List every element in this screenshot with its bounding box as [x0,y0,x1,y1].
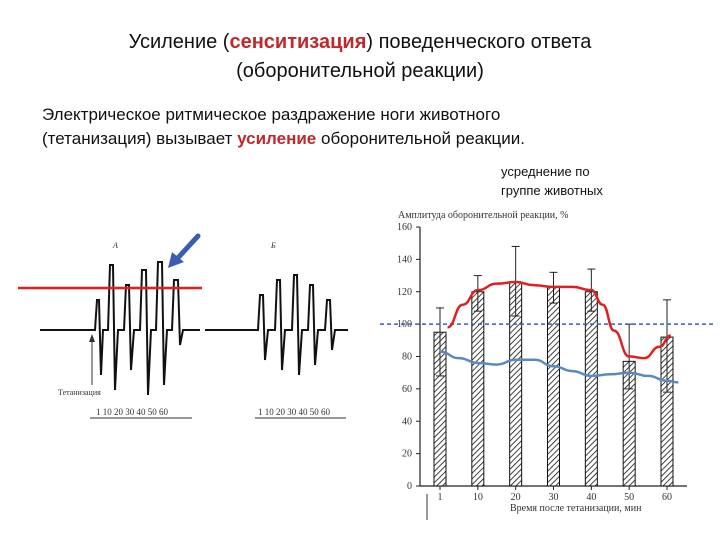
averaging-note: усреднение по группе животных [501,162,603,200]
x-tick-label: 10 [473,492,483,503]
y-tick-label: 80 [402,352,412,363]
stimulus-label: Тетанизация [58,388,101,397]
body-line1: Электрическое ритмическое раздражение но… [42,105,501,124]
trace-b [205,274,348,376]
y-tick-label: 60 [402,384,412,395]
stimulus-marker-head [89,334,95,342]
y-tick-label: 20 [402,449,412,460]
x-tick-label: 50 [624,492,634,503]
chart-title: Амплитуда оборонительной реакции, % [398,210,568,221]
slide-title: Усиление (сенситизация) поведенческого о… [40,28,680,86]
panel-b-label: Б [270,241,276,250]
pointer-arrow [173,233,201,263]
body-highlight: усиление [237,129,317,148]
red-trend-curve [447,280,672,360]
time-ticks-b: 1 10 20 30 40 50 60 [258,407,331,417]
bar [584,291,598,487]
body-line2-suffix: оборонительной реакции. [316,129,526,148]
x-tick-label: 20 [511,492,521,503]
chart-xlabel: Время после тетанизации, мин [510,503,642,514]
body-line2-prefix: (тетанизация) вызывает [42,129,238,148]
y-tick-label: 0 [407,481,412,492]
y-tick-label: 160 [397,222,412,233]
trace-a [40,261,200,396]
y-tick-label: 40 [402,416,412,427]
time-ticks-a: 1 10 20 30 40 50 60 [96,407,169,417]
y-tick-label: 120 [397,287,412,298]
x-tick-label: 60 [662,492,672,503]
title-part2: ) поведенческого ответа [366,31,592,53]
bar [547,286,560,487]
panel-a-label: А [112,241,118,250]
bar [471,291,485,487]
y-tick-label: 140 [397,254,412,265]
note-line2: группе животных [501,183,603,198]
title-highlight: сенситизация [229,31,367,53]
x-tick-label: 40 [586,492,596,503]
blue-trend-curve [439,350,679,384]
x-tick-label: 1 [438,492,443,503]
title-part1: Усиление ( [128,31,230,53]
title-line2: (оборонительной реакции) [236,60,484,82]
x-tick-label: 30 [549,492,559,503]
note-line1: усреднение по [501,164,590,179]
slide-body: Электрическое ритмическое раздражение но… [42,103,682,151]
pointer-arrow-head [168,252,184,268]
